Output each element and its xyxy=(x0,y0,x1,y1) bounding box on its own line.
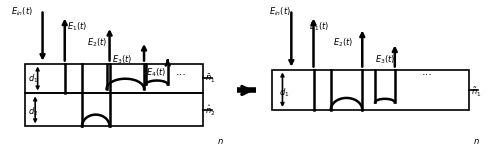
Text: ...: ... xyxy=(422,67,433,77)
Bar xyxy=(272,69,469,110)
Text: $E_2(t)$: $E_2(t)$ xyxy=(333,37,354,49)
Text: $E_1(t)$: $E_1(t)$ xyxy=(67,20,87,33)
Text: n: n xyxy=(217,137,223,146)
Text: $E_3(t)$: $E_3(t)$ xyxy=(112,53,132,66)
Text: $\tilde{n}_1$: $\tilde{n}_1$ xyxy=(471,86,482,99)
Text: $\bar{n}_1$: $\bar{n}_1$ xyxy=(205,73,216,85)
Bar xyxy=(25,93,203,126)
Text: $d_1$: $d_1$ xyxy=(28,73,38,85)
Text: $\hat{n}_2$: $\hat{n}_2$ xyxy=(205,104,216,118)
Text: $E_{in}(t)$: $E_{in}(t)$ xyxy=(269,5,291,18)
Text: $E_3(t)$: $E_3(t)$ xyxy=(375,53,396,66)
Text: $d_1$: $d_1$ xyxy=(279,87,289,99)
Text: $E_4(t)$: $E_4(t)$ xyxy=(146,67,166,79)
Text: $E_2(t)$: $E_2(t)$ xyxy=(87,37,107,49)
Bar xyxy=(25,64,203,93)
Text: ...: ... xyxy=(175,67,186,77)
Text: $E_{in}(t)$: $E_{in}(t)$ xyxy=(10,5,33,18)
Text: $d_2$: $d_2$ xyxy=(28,105,38,118)
Text: n: n xyxy=(474,137,479,146)
Text: $E_1(t)$: $E_1(t)$ xyxy=(309,20,329,33)
